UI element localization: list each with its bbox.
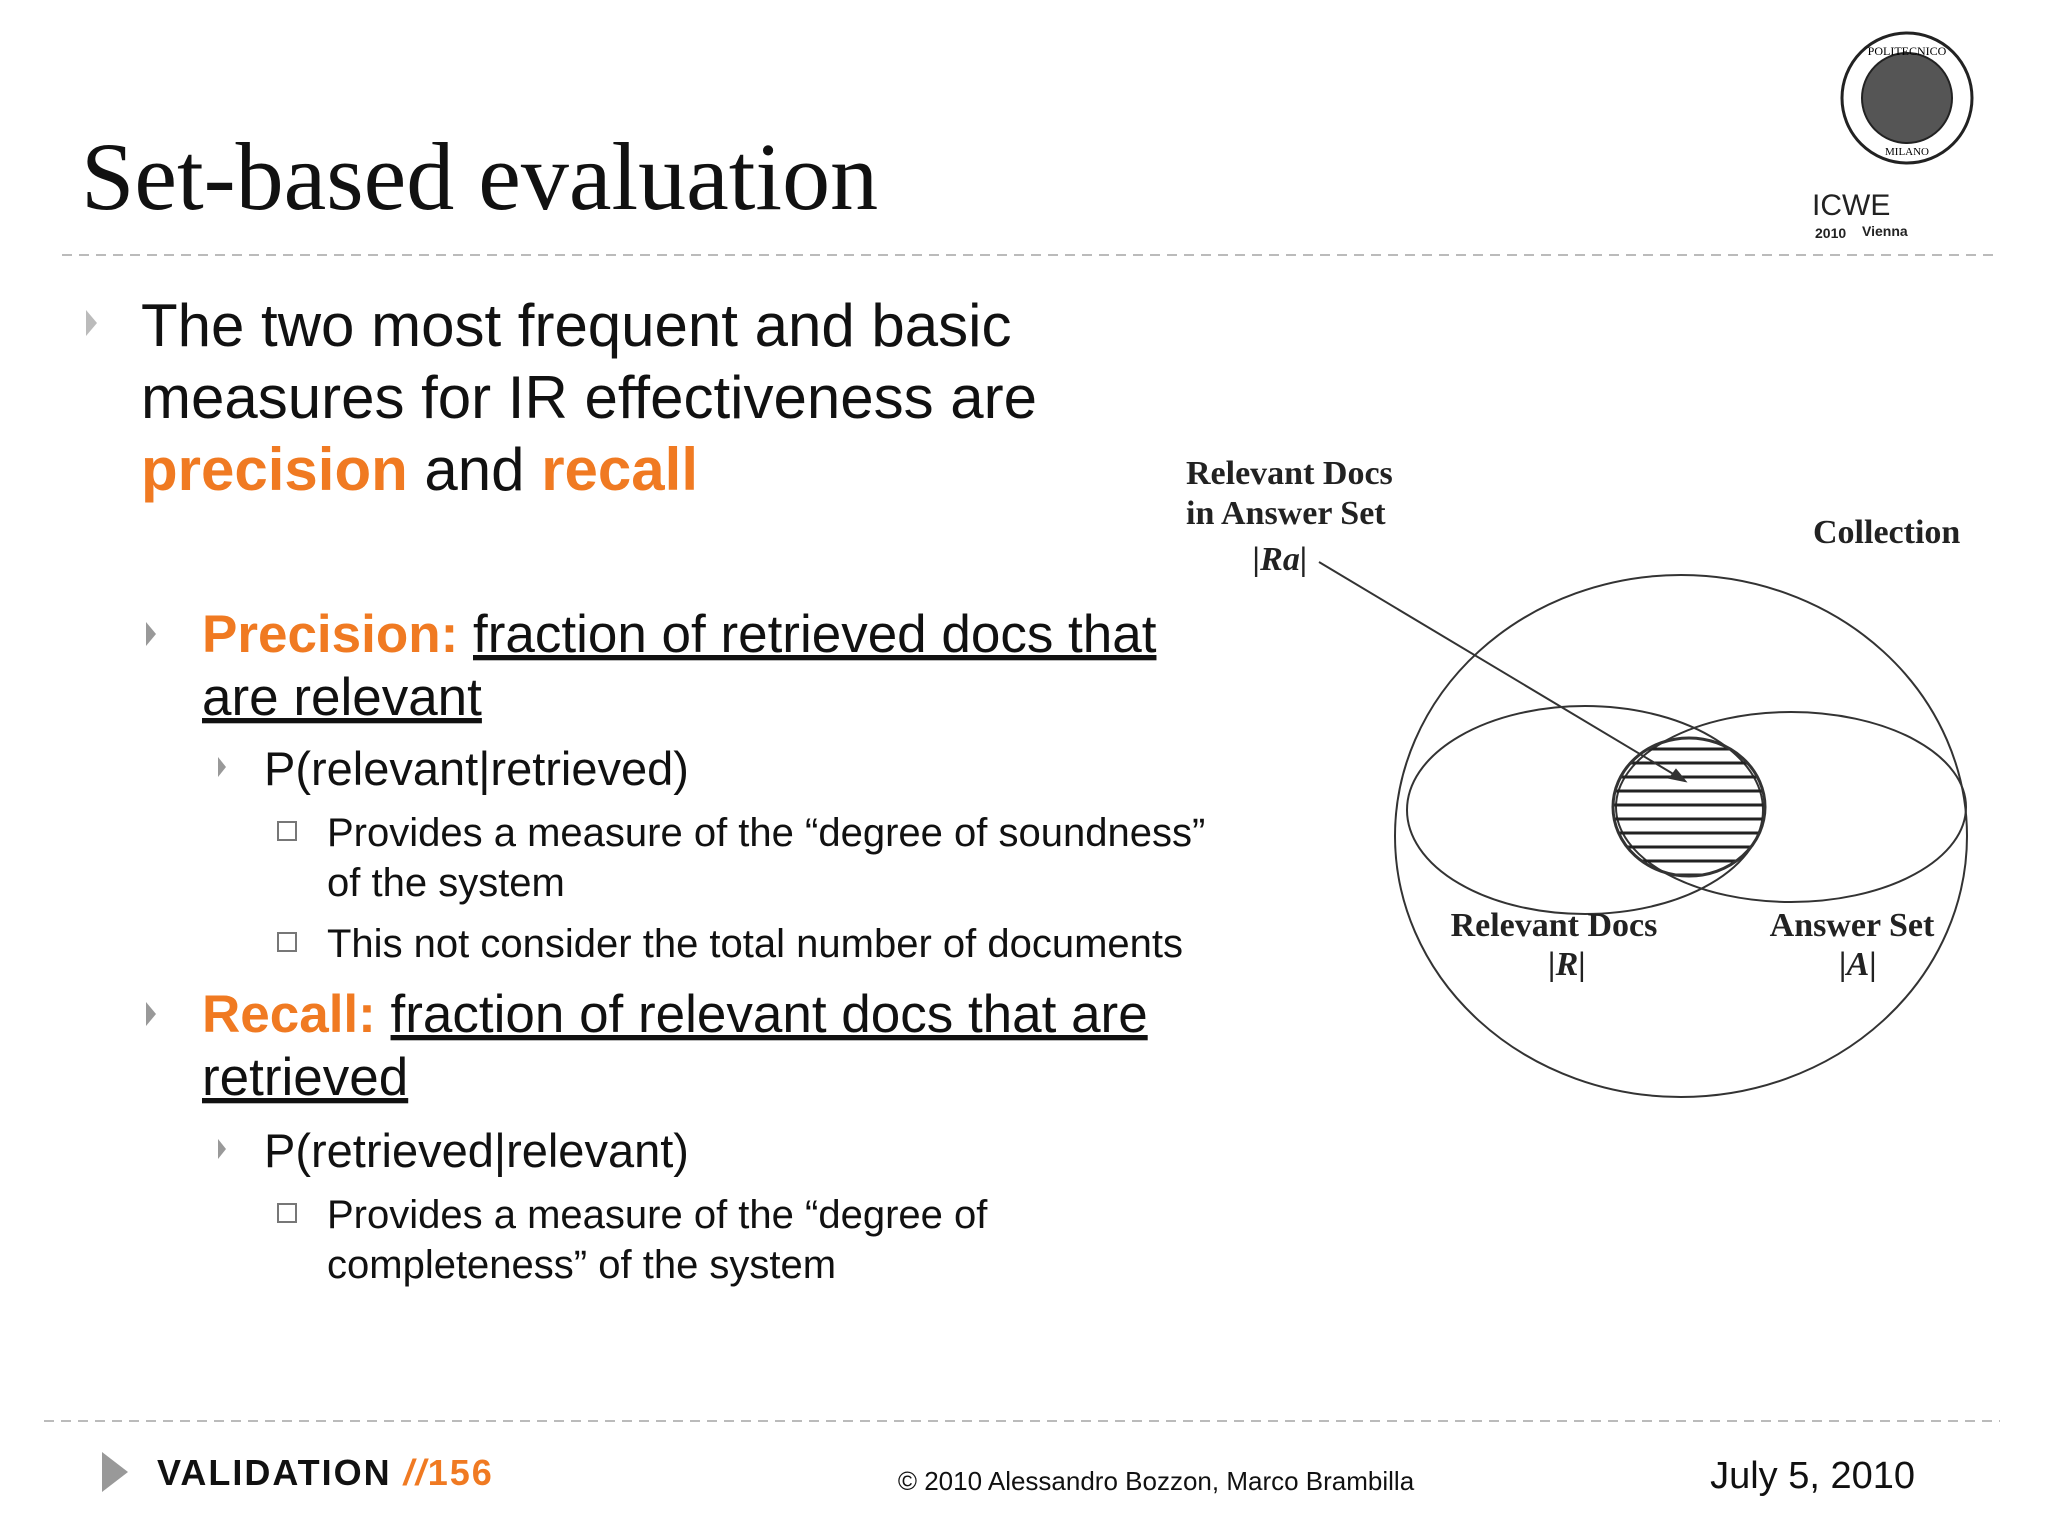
- term: recall: [541, 436, 698, 503]
- label: Recall:: [202, 985, 376, 1044]
- logo: POLITECNICO MILANO ICWE 2010 Vienna: [1812, 31, 1974, 241]
- bullet-text: precision and recall: [141, 436, 698, 503]
- note: completeness” of the system: [327, 1243, 836, 1287]
- pointer-line: [1318, 561, 1686, 782]
- box-marker: [277, 932, 297, 952]
- bullet-marker: [146, 622, 156, 646]
- logo-text: Vienna: [1862, 223, 1908, 239]
- formula: P(relevant|retrieved): [264, 742, 689, 795]
- date: July 5, 2010: [1710, 1455, 1915, 1497]
- bullet-marker: [218, 1139, 226, 1159]
- bullet-marker: [218, 757, 226, 777]
- diagram-label: in Answer Set: [1186, 495, 1386, 532]
- section: VALIDATION: [157, 1452, 392, 1493]
- logo-text: ICWE: [1812, 189, 1890, 222]
- diagram-label: |Ra|: [1253, 541, 1308, 578]
- bullet-marker: [146, 1002, 156, 1026]
- diagram-label: Relevant Docs: [1186, 455, 1393, 492]
- logo-text: MILANO: [1885, 146, 1929, 158]
- copyright: © 2010 Alessandro Bozzon, Marco Brambill…: [898, 1466, 1415, 1496]
- footer-section: VALIDATION //156: [157, 1452, 494, 1493]
- definition: fraction of retrieved docs that: [473, 605, 1157, 664]
- logo-text: 2010: [1815, 225, 1846, 241]
- box-marker: [277, 1203, 297, 1223]
- conjunction: and: [424, 436, 524, 503]
- footer-marker: [102, 1452, 128, 1492]
- diagram-label: Collection: [1813, 514, 1960, 551]
- collection-circle: [1394, 574, 1968, 1098]
- label: Precision:: [202, 605, 458, 664]
- note: of the system: [327, 861, 565, 905]
- bullet-marker: [86, 310, 97, 336]
- definition: retrieved: [202, 1048, 408, 1107]
- bullet-text: Precision: fraction of retrieved docs th…: [202, 605, 1157, 664]
- diagram-label: Answer Set: [1770, 907, 1935, 944]
- formula: P(retrieved|relevant): [264, 1124, 689, 1177]
- intersection: [1611, 736, 1767, 878]
- note: This not consider the total number of do…: [327, 922, 1183, 966]
- slide-title: Set-based evaluation: [81, 123, 878, 230]
- bullet-text: Recall: fraction of relevant docs that a…: [202, 985, 1148, 1044]
- logo-text: POLITECNICO: [1868, 44, 1947, 58]
- diagram-label: |R|: [1548, 946, 1586, 983]
- box-marker: [277, 821, 297, 841]
- definition: are relevant: [202, 668, 482, 727]
- note: Provides a measure of the “degree of: [327, 1193, 988, 1237]
- diagram-label: |A|: [1839, 946, 1877, 983]
- bullet-text: measures for IR effectiveness are: [141, 364, 1037, 431]
- definition: fraction of relevant docs that are: [391, 985, 1148, 1044]
- note: Provides a measure of the “degree of sou…: [327, 811, 1205, 855]
- venn-diagram: [1318, 561, 1968, 1098]
- term: precision: [141, 436, 408, 503]
- diagram-label: Relevant Docs: [1451, 907, 1658, 944]
- arrowhead: [1668, 768, 1688, 783]
- page-number: 156: [428, 1452, 494, 1493]
- bullet-text: The two most frequent and basic: [141, 292, 1011, 359]
- separator: //: [402, 1452, 430, 1493]
